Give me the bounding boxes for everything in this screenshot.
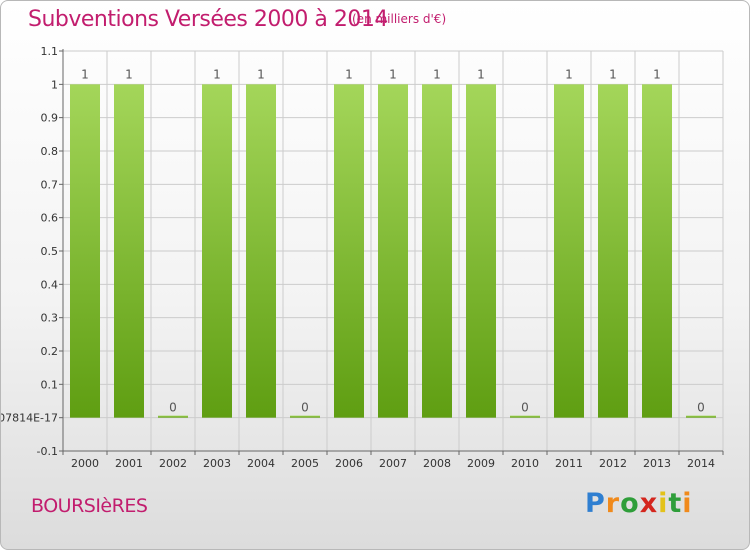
y-tick-label: 0.1 bbox=[41, 378, 59, 391]
x-tick-label-2011: 2011 bbox=[555, 457, 583, 470]
data-label-2001: 1 bbox=[125, 67, 133, 81]
bar-2008 bbox=[422, 84, 452, 418]
data-label-2013: 1 bbox=[653, 67, 661, 81]
x-tick-label-2000: 2000 bbox=[71, 457, 99, 470]
bar-2009 bbox=[466, 84, 496, 418]
data-label-2006: 1 bbox=[345, 67, 353, 81]
bar-2003 bbox=[202, 84, 232, 418]
data-label-2010: 0 bbox=[521, 401, 529, 415]
data-label-2011: 1 bbox=[565, 67, 573, 81]
y-tick-label: 1.1 bbox=[41, 45, 59, 58]
chart-title: Subventions Versées 2000 à 2014 bbox=[28, 7, 388, 32]
x-tick-label-2001: 2001 bbox=[115, 457, 143, 470]
bar-2007 bbox=[378, 84, 408, 418]
bar-2004 bbox=[246, 84, 276, 418]
x-tick-label-2012: 2012 bbox=[599, 457, 627, 470]
bar-2010 bbox=[510, 415, 540, 418]
y-tick-label: 0.9 bbox=[41, 112, 59, 125]
data-label-2004: 1 bbox=[257, 67, 265, 81]
data-label-2002: 0 bbox=[169, 401, 177, 415]
bar-2012 bbox=[598, 84, 628, 418]
y-tick-label: 0.5 bbox=[41, 245, 59, 258]
tick-labels: -0.1 1.3877787807814E-17 0.1 0.2 0.3 0.4 0.5 0.… bbox=[1, 45, 715, 470]
x-tick-label-2007: 2007 bbox=[379, 457, 407, 470]
x-tick-label-2013: 2013 bbox=[643, 457, 671, 470]
data-label-2012: 1 bbox=[609, 67, 617, 81]
y-tick-label: 0.2 bbox=[41, 345, 59, 358]
data-labels: 1 1 0 1 1 0 1 1 1 1 0 1 1 1 0 bbox=[81, 67, 705, 414]
x-tick-label-2009: 2009 bbox=[467, 457, 495, 470]
bar-2001 bbox=[114, 84, 144, 418]
x-tick-label-2010: 2010 bbox=[511, 457, 539, 470]
x-tick-label-2003: 2003 bbox=[203, 457, 231, 470]
x-tick-label-2004: 2004 bbox=[247, 457, 275, 470]
data-label-2008: 1 bbox=[433, 67, 441, 81]
y-tick-label: 0.4 bbox=[41, 278, 59, 291]
axes bbox=[59, 49, 724, 455]
bar-2000 bbox=[70, 84, 100, 418]
bar-2013 bbox=[642, 84, 672, 418]
data-label-2003: 1 bbox=[213, 67, 221, 81]
y-tick-label: 0.6 bbox=[41, 212, 59, 225]
x-tick-label-2014: 2014 bbox=[687, 457, 715, 470]
bar-2011 bbox=[554, 84, 584, 418]
y-tick-label: 0.8 bbox=[41, 145, 59, 158]
data-label-2007: 1 bbox=[389, 67, 397, 81]
data-label-2005: 0 bbox=[301, 401, 309, 415]
x-tick-label-2002: 2002 bbox=[159, 457, 187, 470]
x-tick-label-2005: 2005 bbox=[291, 457, 319, 470]
y-tick-label: 0.7 bbox=[41, 178, 59, 191]
y-tick-label: -0.1 bbox=[37, 445, 58, 458]
bar-2002 bbox=[158, 415, 188, 418]
bars bbox=[70, 84, 716, 418]
y-tick-label: 1 bbox=[51, 78, 58, 91]
y-tick-label: 1.3877787807814E-17 bbox=[1, 412, 58, 425]
bar-2005 bbox=[290, 415, 320, 418]
chart-unit: (en milliers d'€) bbox=[352, 12, 447, 26]
x-tick-label-2008: 2008 bbox=[423, 457, 451, 470]
data-label-2000: 1 bbox=[81, 67, 89, 81]
proxiti-logo: Proxiti bbox=[585, 488, 693, 519]
bar-2006 bbox=[334, 84, 364, 418]
data-label-2014: 0 bbox=[697, 401, 705, 415]
x-tick-label-2006: 2006 bbox=[335, 457, 363, 470]
commune-name: BOURSIèRES bbox=[31, 495, 148, 517]
bar-2014 bbox=[686, 415, 716, 418]
y-tick-label: 0.3 bbox=[41, 312, 59, 325]
data-label-2009: 1 bbox=[477, 67, 485, 81]
